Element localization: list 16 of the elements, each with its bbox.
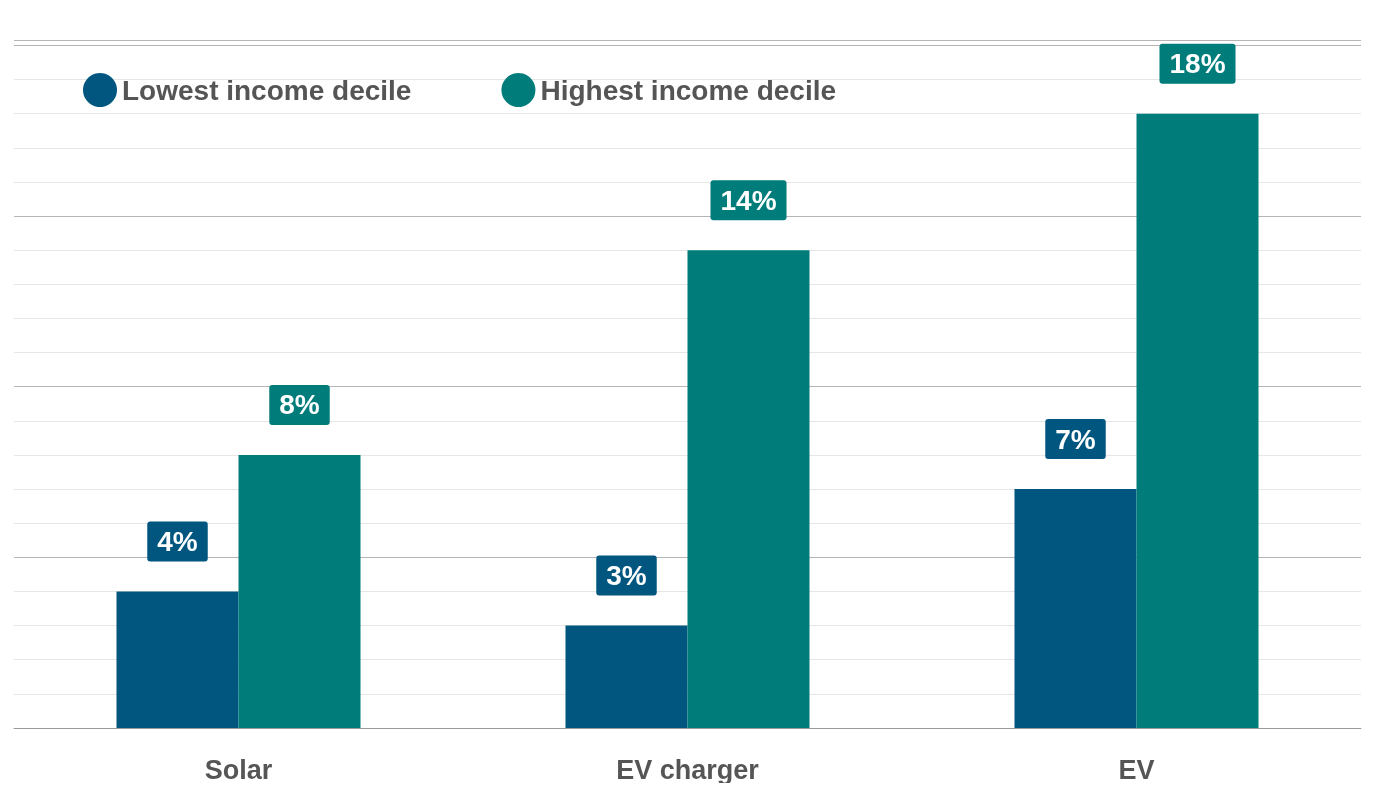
- bar: [1014, 489, 1137, 728]
- data-label: 8%: [279, 389, 320, 421]
- data-label: 14%: [720, 184, 777, 216]
- bar: [565, 625, 688, 728]
- legend-label: Highest income decile: [540, 74, 837, 106]
- bar: [238, 454, 361, 728]
- bar: [1136, 113, 1259, 728]
- bar: [687, 250, 810, 728]
- x-tick-label: EV: [1118, 754, 1155, 785]
- legend-label: Lowest income decile: [122, 74, 412, 106]
- data-label: 18%: [1169, 48, 1226, 80]
- bar: [116, 591, 239, 728]
- x-tick-label: Solar: [204, 754, 273, 785]
- data-label: 7%: [1055, 423, 1096, 455]
- data-label: 3%: [606, 560, 647, 592]
- data-label: 4%: [157, 525, 198, 557]
